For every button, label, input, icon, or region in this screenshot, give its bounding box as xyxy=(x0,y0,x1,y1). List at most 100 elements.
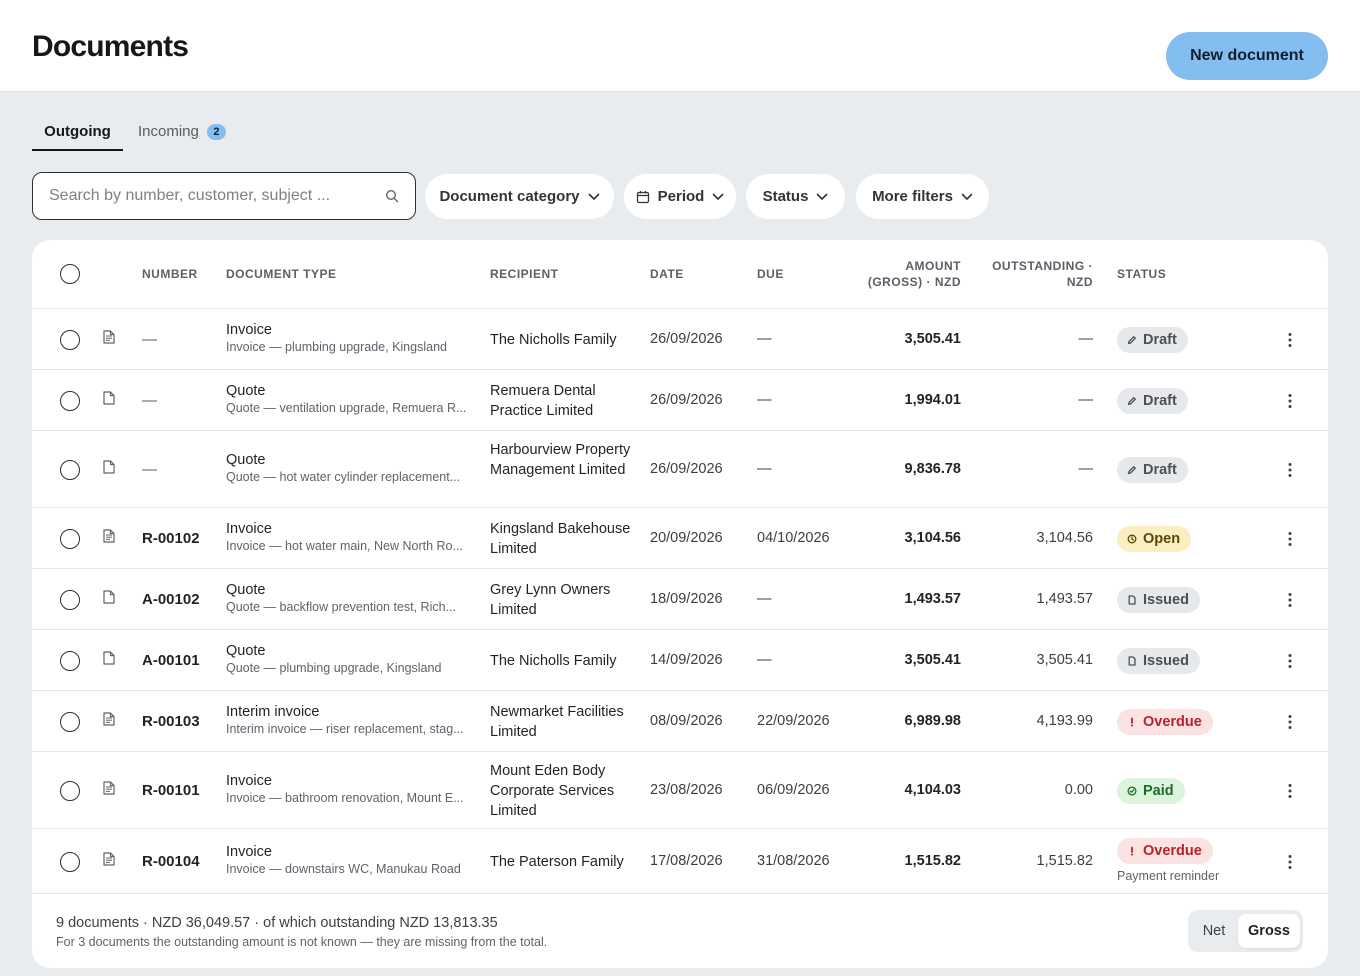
document-category-filter[interactable]: Document category xyxy=(425,174,614,219)
document-type: Invoice xyxy=(226,520,272,537)
table-row[interactable]: R-00104 Invoice Invoice — downstairs WC, M… xyxy=(32,829,1328,894)
due-date: 06/09/2026 xyxy=(757,781,830,798)
more-actions-icon[interactable] xyxy=(1286,714,1294,730)
status-filter[interactable]: Status xyxy=(746,174,845,219)
amount-gross: 9,836.78 xyxy=(904,460,961,477)
page-title: Documents xyxy=(32,30,189,63)
tab-outgoing[interactable]: Outgoing xyxy=(32,116,123,151)
header-amount[interactable]: AMOUNT (GROSS) · NZD xyxy=(868,258,961,290)
more-actions-icon[interactable] xyxy=(1286,653,1294,669)
outstanding-amount: 3,505.41 xyxy=(1036,651,1093,668)
gross-toggle-button[interactable]: Gross xyxy=(1238,914,1300,948)
recipient-name: Harbourview Property Management Limited xyxy=(490,441,631,478)
recipient-name: Grey Lynn Owners Limited xyxy=(490,581,611,618)
row-checkbox[interactable] xyxy=(60,711,80,732)
header-document-type[interactable]: DOCUMENT TYPE xyxy=(226,267,337,281)
check-circle-icon xyxy=(1127,785,1137,796)
document-number[interactable]: A-00101 xyxy=(142,651,200,669)
more-actions-icon[interactable] xyxy=(1286,332,1294,348)
document-type: Quote xyxy=(226,382,266,399)
table-row[interactable]: R-00103 Interim invoice Interim invoice — … xyxy=(32,691,1328,752)
invoice-document-icon xyxy=(103,528,115,543)
table-row[interactable]: A-00102 Quote Quote — backflow prevention … xyxy=(32,569,1328,630)
document-type: Invoice xyxy=(226,843,272,860)
invoice-document-icon xyxy=(103,329,115,344)
header-status[interactable]: STATUS xyxy=(1117,267,1167,281)
documents-table-card: NUMBER DOCUMENT TYPE RECIPIENT DATE DUE … xyxy=(32,240,1328,968)
row-checkbox[interactable] xyxy=(60,329,80,350)
document-number[interactable]: — xyxy=(142,330,157,348)
header-amount-line2: (GROSS) · NZD xyxy=(867,275,961,289)
document-date: 18/09/2026 xyxy=(650,590,723,607)
net-toggle-button[interactable]: Net xyxy=(1202,923,1226,939)
header-due[interactable]: DUE xyxy=(757,267,784,281)
table-row[interactable]: — Invoice Invoice — plumbing upgrade, King… xyxy=(32,309,1328,370)
recipient-name: Newmarket Facilities Limited xyxy=(490,703,624,740)
header-outstanding[interactable]: OUTSTANDING · NZD xyxy=(992,258,1093,290)
exclamation-icon xyxy=(1127,846,1137,856)
table-row[interactable]: — Quote Quote — ventilation upgrade, Remue… xyxy=(32,370,1328,431)
totals-note: For 3 documents the outstanding amount i… xyxy=(56,935,548,949)
row-checkbox[interactable] xyxy=(60,528,80,549)
select-all-checkbox[interactable] xyxy=(60,264,80,284)
status-label: Draft xyxy=(1143,331,1177,348)
table-row[interactable]: — Quote Quote — hot water cylinder replace… xyxy=(32,431,1328,508)
more-actions-icon[interactable] xyxy=(1286,592,1294,608)
header-number[interactable]: NUMBER xyxy=(142,267,198,281)
document-date: 17/08/2026 xyxy=(650,852,723,869)
quote-document-icon xyxy=(103,459,115,474)
due-date: — xyxy=(757,590,772,607)
search-icon[interactable] xyxy=(385,189,399,203)
row-checkbox[interactable] xyxy=(60,650,80,671)
document-date: 26/09/2026 xyxy=(650,391,723,408)
status-badge: Overdue xyxy=(1117,708,1213,735)
chevron-down-icon xyxy=(961,193,973,200)
quote-document-icon xyxy=(103,390,115,405)
header-date[interactable]: DATE xyxy=(650,267,684,281)
quote-document-icon xyxy=(103,589,115,604)
more-actions-icon[interactable] xyxy=(1286,531,1294,547)
document-type: Interim invoice xyxy=(226,703,320,720)
row-checkbox[interactable] xyxy=(60,589,80,610)
row-checkbox[interactable] xyxy=(60,390,80,411)
document-icon xyxy=(1127,594,1137,605)
more-filters-button[interactable]: More filters xyxy=(856,174,989,219)
document-date: 20/09/2026 xyxy=(650,529,723,546)
row-checkbox[interactable] xyxy=(60,459,80,480)
header-recipient[interactable]: RECIPIENT xyxy=(490,267,559,281)
table-row[interactable]: R-00101 Invoice Invoice — bathroom renovat… xyxy=(32,752,1328,829)
document-number[interactable]: R-00101 xyxy=(142,781,200,799)
invoice-document-icon xyxy=(103,851,115,866)
document-number[interactable]: R-00102 xyxy=(142,529,200,547)
chevron-down-icon xyxy=(588,193,599,200)
more-actions-icon[interactable] xyxy=(1286,462,1294,478)
chevron-down-icon xyxy=(713,193,724,200)
document-number[interactable]: R-00103 xyxy=(142,712,200,730)
document-subject: Invoice — plumbing upgrade, Kingsland xyxy=(226,339,447,354)
more-actions-icon[interactable] xyxy=(1286,393,1294,409)
more-actions-icon[interactable] xyxy=(1286,783,1294,799)
document-type: Invoice xyxy=(226,772,272,789)
table-row[interactable]: R-00102 Invoice Invoice — hot water main, … xyxy=(32,508,1328,569)
row-checkbox[interactable] xyxy=(60,851,80,872)
document-number[interactable]: — xyxy=(142,460,157,478)
more-actions-icon[interactable] xyxy=(1286,854,1294,870)
search-input[interactable] xyxy=(49,187,369,205)
table-row[interactable]: A-00101 Quote Quote — plumbing upgrade, Ki… xyxy=(32,630,1328,691)
tab-incoming[interactable]: Incoming 2 xyxy=(138,116,238,151)
recipient-name: Remuera Dental Practice Limited xyxy=(490,382,596,419)
document-type-cell: Quote Quote — plumbing upgrade, Kingsland xyxy=(226,643,468,675)
recipient-name: Mount Eden Body Corporate Services Limit… xyxy=(490,762,615,819)
header-outstanding-line1: OUTSTANDING · xyxy=(992,259,1093,273)
status-label: Overdue xyxy=(1143,713,1202,730)
document-number[interactable]: R-00104 xyxy=(142,852,200,870)
totals-summary: 9 documents · NZD 36,049.57 · of which o… xyxy=(56,915,498,931)
new-document-button[interactable]: New document xyxy=(1166,32,1328,80)
document-number[interactable]: — xyxy=(142,391,157,409)
period-filter[interactable]: Period xyxy=(624,174,736,219)
status-badge: Open xyxy=(1117,525,1192,552)
document-number[interactable]: A-00102 xyxy=(142,590,200,608)
row-checkbox[interactable] xyxy=(60,780,80,801)
pencil-icon xyxy=(1127,335,1137,345)
document-date: 26/09/2026 xyxy=(650,330,723,347)
